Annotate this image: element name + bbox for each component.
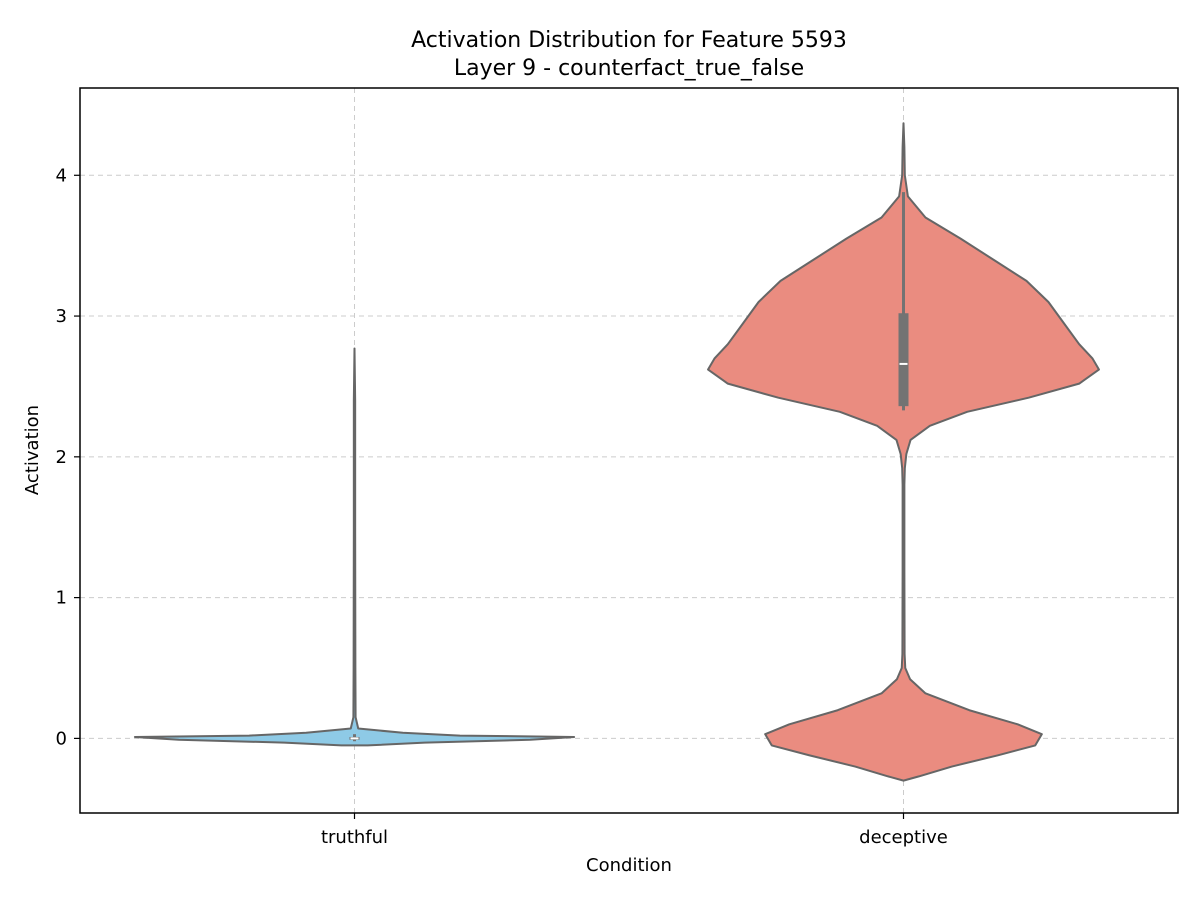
grid-lines (80, 88, 1178, 813)
y-tick-label: 3 (56, 306, 67, 327)
y-tick-label: 2 (56, 447, 67, 468)
iqr-box-deceptive (898, 313, 909, 407)
y-axis-ticks: 0 1 2 3 4 (56, 165, 80, 749)
y-tick-label: 1 (56, 588, 67, 609)
x-tick-label-deceptive: deceptive (859, 827, 948, 848)
chart-subtitle: Layer 9 - counterfact_true_false (454, 56, 804, 81)
y-tick-label: 4 (56, 165, 67, 186)
chart-title: Activation Distribution for Feature 5593 (411, 28, 847, 53)
x-tick-label-truthful: truthful (321, 827, 388, 848)
y-axis-label: Activation (22, 405, 43, 495)
x-axis-label: Condition (586, 855, 672, 876)
x-axis-ticks: truthful deceptive (321, 813, 948, 848)
violin-deceptive (707, 122, 1100, 782)
plot-frame (79, 87, 1179, 814)
violin-truthful (133, 347, 576, 747)
violins-layer (133, 122, 1100, 782)
y-tick-label: 0 (56, 728, 67, 749)
